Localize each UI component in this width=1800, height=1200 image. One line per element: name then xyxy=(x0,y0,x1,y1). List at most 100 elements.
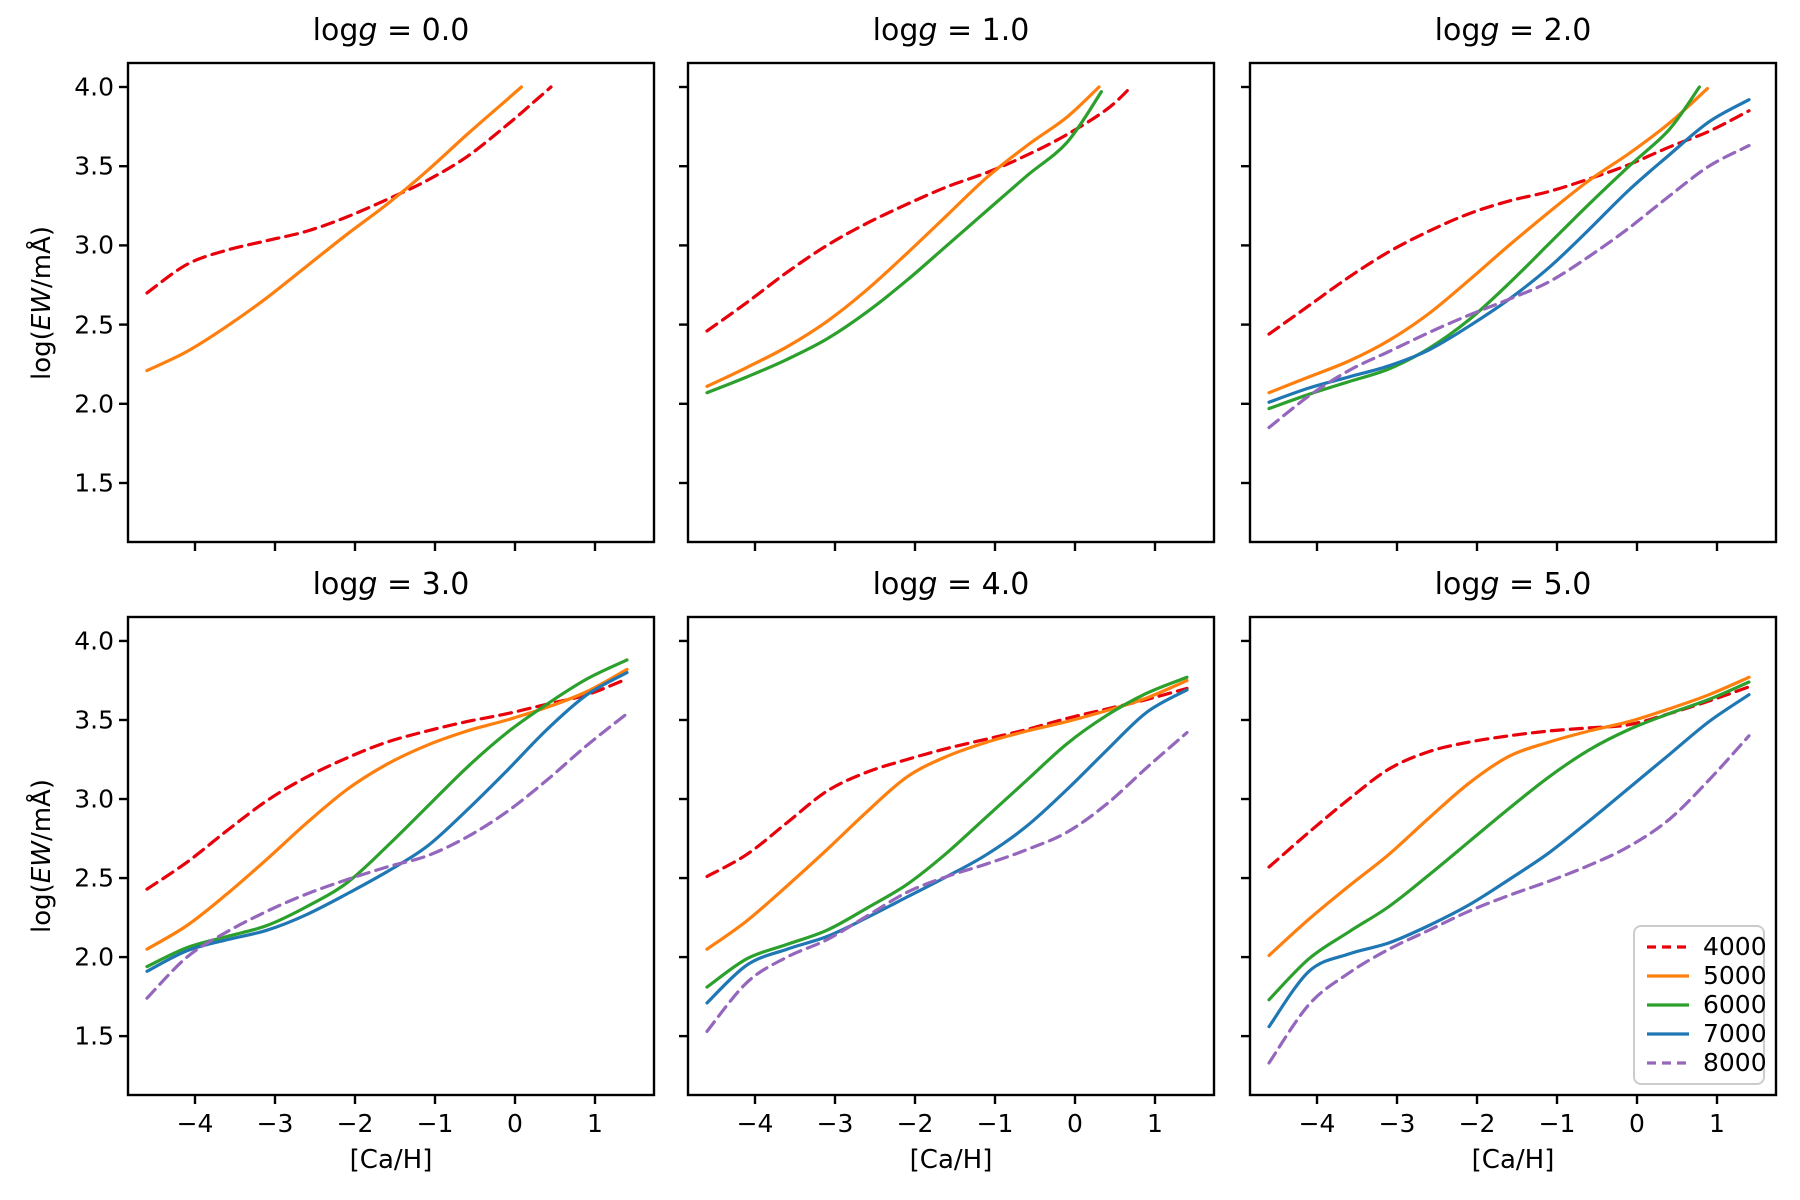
ylabel-post: /mÅ) xyxy=(27,779,57,842)
plot-area xyxy=(119,61,656,551)
x-tick-label: 0 xyxy=(1067,1109,1083,1138)
legend-label: 4000 xyxy=(1703,932,1767,962)
axes-spines xyxy=(126,61,656,544)
title-value: = 0.0 xyxy=(377,13,470,48)
series-line-4000 xyxy=(705,686,1189,879)
series-line-5000 xyxy=(1267,87,1709,395)
series-line-7000 xyxy=(145,671,629,973)
title-log: log xyxy=(872,567,919,602)
series-line-5000 xyxy=(145,667,629,951)
title-log: log xyxy=(1434,13,1481,48)
series-line-7000 xyxy=(1267,693,1751,1029)
ylabel-ew-italic: EW xyxy=(27,287,57,330)
subplot-logg-2: logg = 2.0 xyxy=(1241,13,1778,551)
title-g-italic: g xyxy=(358,13,378,48)
plot-area xyxy=(119,615,656,1104)
legend-line-sample xyxy=(1647,974,1689,978)
x-tick-label: −3 xyxy=(816,1109,854,1138)
x-tick-label: −1 xyxy=(976,1109,1014,1138)
subplot-title: logg = 5.0 xyxy=(1250,565,1776,605)
plot-area xyxy=(1241,615,1778,1104)
x-tick-label: −4 xyxy=(736,1109,774,1138)
title-value: = 2.0 xyxy=(1499,13,1592,48)
subplot-title: logg = 1.0 xyxy=(688,11,1214,51)
subplot-logg-4: logg = 4.0 −4 −3 −2 −1 0 1 [Ca/H] xyxy=(679,567,1216,1175)
subplot-logg-3: logg = 3.0 −4 −3 −2 −1 0 1 [Ca/H] 1.5 2.0 2.5 3.0 3.… xyxy=(27,567,656,1175)
x-tick-label: 0 xyxy=(507,1109,523,1138)
title-log: log xyxy=(312,567,359,602)
y-tick-label: 3.0 xyxy=(74,230,114,260)
series-line-8000 xyxy=(145,712,629,1000)
legend-line-sample xyxy=(1647,1060,1689,1065)
legend-line-sample xyxy=(1647,945,1689,949)
series-line-8000 xyxy=(1267,144,1751,430)
title-value: = 4.0 xyxy=(937,567,1030,602)
x-tick-label: −3 xyxy=(1378,1109,1416,1138)
axes-spines xyxy=(1248,61,1778,544)
ylabel-post: /mÅ) xyxy=(27,225,57,288)
y-tick-label: 2.5 xyxy=(74,310,114,340)
legend-label: 7000 xyxy=(1703,1018,1767,1048)
plot-area xyxy=(679,615,1216,1104)
y-tick-label: 3.5 xyxy=(74,705,114,735)
series-line-4000 xyxy=(145,677,629,891)
x-tick-label: −2 xyxy=(896,1109,934,1138)
legend-entry-4000: 4000 xyxy=(1647,933,1767,961)
x-tick-label: −2 xyxy=(336,1109,374,1138)
x-tick-label: 1 xyxy=(587,1109,603,1138)
series-line-8000 xyxy=(705,731,1189,1033)
title-value: = 5.0 xyxy=(1499,567,1592,602)
y-axis-label: log(EW/mÅ) xyxy=(27,779,57,933)
y-tick-label: 4.0 xyxy=(74,626,114,656)
x-axis-label: [Ca/H] xyxy=(909,1145,993,1175)
series-line-4000 xyxy=(1267,109,1751,336)
y-tick-label: 2.0 xyxy=(74,942,114,972)
series-line-5000 xyxy=(1267,675,1751,958)
subplot-logg-1: logg = 1.0 xyxy=(679,13,1216,551)
legend-box: 4000 5000 6000 7000 8000 xyxy=(1633,925,1767,1085)
title-g-italic: g xyxy=(918,567,938,602)
legend-entry-5000: 5000 xyxy=(1647,962,1767,990)
title-log: log xyxy=(312,13,359,48)
title-g-italic: g xyxy=(1480,567,1500,602)
legend-line-sample xyxy=(1647,1032,1689,1036)
ylabel-pre: log( xyxy=(27,883,57,933)
series-line-6000 xyxy=(1267,85,1701,411)
subplot-logg-5: logg = 5.0 −4 −3 −2 −1 0 1 [Ca/H] 4000 5000 6000 70… xyxy=(1241,567,1778,1175)
y-tick-label: 2.0 xyxy=(74,389,114,419)
title-g-italic: g xyxy=(1480,13,1500,48)
title-log: log xyxy=(872,13,919,48)
series-line-4000 xyxy=(705,85,1133,333)
legend-label: 6000 xyxy=(1703,989,1767,1019)
legend-label: 5000 xyxy=(1703,961,1767,991)
legend-entry-8000: 8000 xyxy=(1647,1048,1767,1077)
title-log: log xyxy=(1434,567,1481,602)
subplot-title: logg = 0.0 xyxy=(128,11,654,51)
series-line-5000 xyxy=(705,85,1101,388)
y-tick-label: 3.0 xyxy=(74,784,114,814)
legend-entry-6000: 6000 xyxy=(1647,990,1767,1019)
title-g-italic: g xyxy=(358,567,378,602)
y-tick-label: 4.0 xyxy=(74,72,114,102)
subplot-title: logg = 4.0 xyxy=(688,565,1214,605)
title-g-italic: g xyxy=(918,13,938,48)
series-line-7000 xyxy=(1267,98,1751,404)
x-tick-label: −1 xyxy=(1538,1109,1576,1138)
ylabel-ew-italic: EW xyxy=(27,841,57,884)
x-tick-label: −4 xyxy=(1298,1109,1336,1138)
subplot-title: logg = 3.0 xyxy=(128,565,654,605)
plot-area xyxy=(1241,61,1778,551)
series-line-6000 xyxy=(705,675,1189,989)
y-tick-label: 1.5 xyxy=(74,1021,114,1051)
legend-line-sample xyxy=(1647,1003,1689,1007)
subplot-title: logg = 2.0 xyxy=(1250,11,1776,51)
x-axis-label: [Ca/H] xyxy=(1471,1145,1555,1175)
series-line-7000 xyxy=(705,688,1189,1005)
x-axis-label: [Ca/H] xyxy=(349,1145,433,1175)
axes-spines xyxy=(1248,615,1778,1097)
axes-spines xyxy=(686,615,1216,1097)
axes-spines xyxy=(686,61,1216,544)
x-tick-label: −3 xyxy=(256,1109,294,1138)
series-line-8000 xyxy=(1267,734,1751,1065)
